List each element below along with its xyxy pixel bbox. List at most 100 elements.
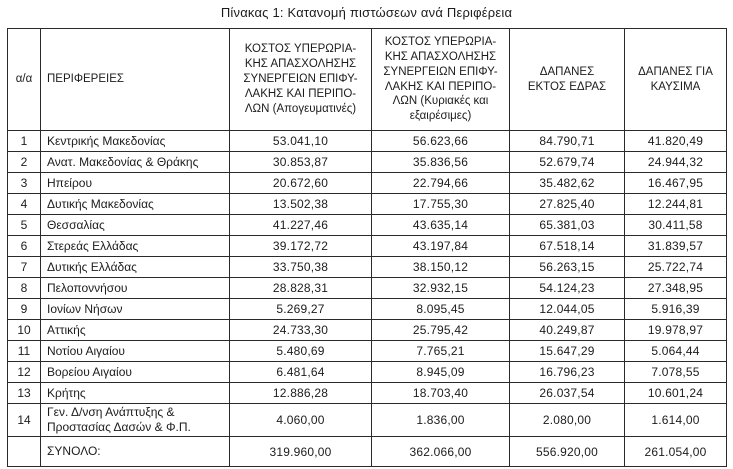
value-cell: 41.227,46 xyxy=(229,214,372,236)
value-cell: 54.124,23 xyxy=(509,277,625,299)
value-cell: 43.635,14 xyxy=(371,214,510,236)
value-cell: 12.244,81 xyxy=(624,193,727,215)
value-cell: 43.197,84 xyxy=(371,235,510,257)
value-cell: 12.044,05 xyxy=(509,298,625,320)
region-name: Στερεάς Ελλάδας xyxy=(40,235,230,257)
row-index: 6 xyxy=(7,235,41,257)
table-row: 11 Νοτίου Αιγαίου 5.480,69 7.765,21 15.647,2… xyxy=(7,340,727,362)
value-cell: 7.765,21 xyxy=(371,340,510,362)
value-cell: 4.060,00 xyxy=(229,403,372,437)
header-row: α/α ΠΕΡΙΦΕΡΕΙΕΣ ΚΟΣΤΟΣ ΥΠΕΡΩΡΙΑ- ΚΗΣ ΑΠΑ… xyxy=(7,28,727,131)
header-expenses-fuel: ΔΑΠΑΝΕΣ ΓΙΑ ΚΑΥΣΙΜΑ xyxy=(624,28,727,131)
value-cell: 20.672,60 xyxy=(229,172,372,194)
value-cell: 31.839,57 xyxy=(624,235,727,257)
row-index: 3 xyxy=(7,172,41,194)
value-cell: 84.790,71 xyxy=(509,130,625,152)
table-row: 5 Θεσσαλίας 41.227,46 43.635,14 65.381,03 30.… xyxy=(7,214,727,236)
allocations-table: α/α ΠΕΡΙΦΕΡΕΙΕΣ ΚΟΣΤΟΣ ΥΠΕΡΩΡΙΑ- ΚΗΣ ΑΠΑ… xyxy=(7,28,727,467)
row-index: 12 xyxy=(7,361,41,383)
table-row: 4 Δυτικής Μακεδονίας 13.502,38 17.755,30 27.… xyxy=(7,193,727,215)
header-regions: ΠΕΡΙΦΕΡΕΙΕΣ xyxy=(40,28,230,131)
value-cell: 1.836,00 xyxy=(371,403,510,437)
table-row: 1 Κεντρικής Μακεδονίας 53.041,10 56.623,66 8… xyxy=(7,130,727,152)
row-index: 9 xyxy=(7,298,41,320)
row-index: 4 xyxy=(7,193,41,215)
header-aa: α/α xyxy=(7,28,41,131)
value-cell: 8.095,45 xyxy=(371,298,510,320)
value-cell: 67.518,14 xyxy=(509,235,625,257)
value-cell: 53.041,10 xyxy=(229,130,372,152)
value-cell: 5.064,44 xyxy=(624,340,727,362)
value-cell: 35.836,56 xyxy=(371,151,510,173)
row-index: 13 xyxy=(7,382,41,404)
value-cell: 5.269,27 xyxy=(229,298,372,320)
value-cell: 27.825,40 xyxy=(509,193,625,215)
row-index: 1 xyxy=(7,130,41,152)
total-value-cell: 319.960,00 xyxy=(229,436,372,467)
value-cell: 32.932,15 xyxy=(371,277,510,299)
table-title: Πίνακας 1: Κατανομή πιστώσεων ανά Περιφέ… xyxy=(220,5,513,20)
value-cell: 19.978,97 xyxy=(624,319,727,341)
table-row: 7 Δυτικής Ελλάδας 33.750,38 38.150,12 56.263… xyxy=(7,256,727,278)
value-cell: 6.481,64 xyxy=(229,361,372,383)
region-name: Νοτίου Αιγαίου xyxy=(40,340,230,362)
value-cell: 30.411,58 xyxy=(624,214,727,236)
header-overtime-sundays: ΚΟΣΤΟΣ ΥΠΕΡΩΡΙΑ- ΚΗΣ ΑΠΑΣΧΟΛΗΣΗΣ ΣΥΝΕΡΓΕ… xyxy=(371,28,510,131)
row-index: 8 xyxy=(7,277,41,299)
value-cell: 35.482,62 xyxy=(509,172,625,194)
value-cell: 12.886,28 xyxy=(229,382,372,404)
value-cell: 40.249,87 xyxy=(509,319,625,341)
total-value-cell: 261.054,00 xyxy=(624,436,727,467)
header-overtime-afternoon: ΚΟΣΤΟΣ ΥΠΕΡΩΡΙΑ- ΚΗΣ ΑΠΑΣΧΟΛΗΣΗΣ ΣΥΝΕΡΓΕ… xyxy=(229,28,372,131)
region-name: Βορείου Αιγαίου xyxy=(40,361,230,383)
total-value-cell: 556.920,00 xyxy=(509,436,625,467)
table-row: 12 Βορείου Αιγαίου 6.481,64 8.945,09 16.796,… xyxy=(7,361,727,383)
value-cell: 5.480,69 xyxy=(229,340,372,362)
table-row: 10 Αττικής 24.733,30 25.795,42 40.249,87 19.9… xyxy=(7,319,727,341)
value-cell: 16.796,23 xyxy=(509,361,625,383)
region-name: Πελοποννήσου xyxy=(40,277,230,299)
value-cell: 22.794,66 xyxy=(371,172,510,194)
value-cell: 38.150,12 xyxy=(371,256,510,278)
region-name: Δυτικής Ελλάδας xyxy=(40,256,230,278)
value-cell: 8.945,09 xyxy=(371,361,510,383)
row-index: 5 xyxy=(7,214,41,236)
value-cell: 30.853,87 xyxy=(229,151,372,173)
total-value-cell: 362.066,00 xyxy=(371,436,510,467)
value-cell: 15.647,29 xyxy=(509,340,625,362)
region-name: Κεντρικής Μακεδονίας xyxy=(40,130,230,152)
value-cell: 25.795,42 xyxy=(371,319,510,341)
table-row: 13 Κρήτης 12.886,28 18.703,40 26.037,54 10.60… xyxy=(7,382,727,404)
row-index: 2 xyxy=(7,151,41,173)
value-cell: 16.467,95 xyxy=(624,172,727,194)
region-name: Αττικής xyxy=(40,319,230,341)
region-name: Ιονίων Νήσων xyxy=(40,298,230,320)
value-cell: 39.172,72 xyxy=(229,235,372,257)
row-index: 14 xyxy=(7,403,41,437)
value-cell: 17.755,30 xyxy=(371,193,510,215)
value-cell: 56.263,15 xyxy=(509,256,625,278)
total-label: ΣΥΝΟΛΟ: xyxy=(40,436,230,467)
value-cell: 10.601,24 xyxy=(624,382,727,404)
value-cell: 2.080,00 xyxy=(509,403,625,437)
value-cell: 26.037,54 xyxy=(509,382,625,404)
total-row-index xyxy=(7,436,41,467)
table-row: 8 Πελοποννήσου 28.828,31 32.932,15 54.124,23… xyxy=(7,277,727,299)
row-index: 10 xyxy=(7,319,41,341)
region-name: Κρήτης xyxy=(40,382,230,404)
region-name: Δυτικής Μακεδονίας xyxy=(40,193,230,215)
value-cell: 65.381,03 xyxy=(509,214,625,236)
region-name: Ηπείρου xyxy=(40,172,230,194)
table-body: 1 Κεντρικής Μακεδονίας 53.041,10 56.623,66 8… xyxy=(7,130,727,467)
value-cell: 52.679,74 xyxy=(509,151,625,173)
table-row: 14 Γεν. Δ/νση Ανάπτυξης & Προστασίας Δασώ… xyxy=(7,403,727,437)
value-cell: 7.078,55 xyxy=(624,361,727,383)
value-cell: 24.944,32 xyxy=(624,151,727,173)
total-row: ΣΥΝΟΛΟ: 319.960,00 362.066,00 556.920,00 261… xyxy=(7,436,727,467)
table-row: 6 Στερεάς Ελλάδας 39.172,72 43.197,84 67.518… xyxy=(7,235,727,257)
value-cell: 25.722,74 xyxy=(624,256,727,278)
value-cell: 56.623,66 xyxy=(371,130,510,152)
region-name: Γεν. Δ/νση Ανάπτυξης & Προστασίας Δασών … xyxy=(40,403,230,437)
row-index: 11 xyxy=(7,340,41,362)
